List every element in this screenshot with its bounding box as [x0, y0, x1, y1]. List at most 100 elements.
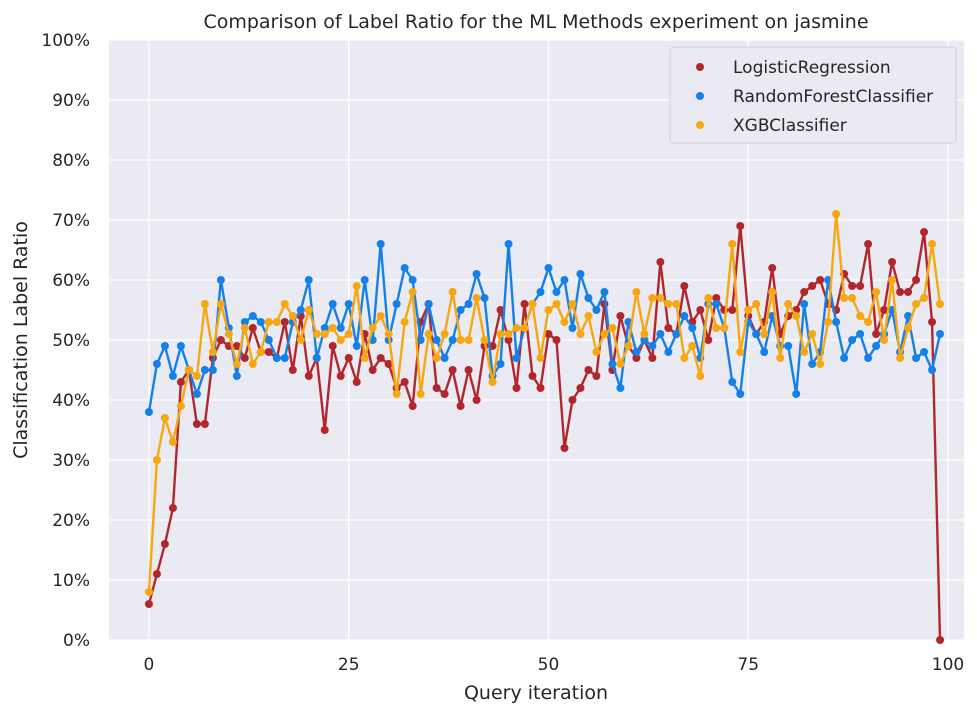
data-point-logisticregression	[304, 372, 313, 380]
data-point-randomforestclassifier	[904, 312, 913, 320]
data-point-xgbclassifier	[864, 318, 873, 326]
y-tick-label: 80%	[52, 151, 90, 171]
series-line-xgbclassifier	[147, 212, 942, 593]
data-point-xgbclassifier	[512, 324, 521, 332]
data-point-randomforestclassifier	[472, 270, 481, 278]
data-point-logisticregression	[552, 336, 561, 344]
data-point-randomforestclassifier	[552, 288, 561, 296]
data-point-randomforestclassifier	[568, 324, 577, 332]
data-point-xgbclassifier	[152, 456, 161, 464]
data-point-xgbclassifier	[768, 288, 777, 296]
data-point-logisticregression	[216, 336, 225, 344]
data-point-xgbclassifier	[200, 300, 209, 308]
data-point-randomforestclassifier	[600, 288, 609, 296]
data-point-xgbclassifier	[728, 240, 737, 248]
data-point-randomforestclassifier	[688, 324, 697, 332]
data-point-xgbclassifier	[536, 354, 545, 362]
data-point-logisticregression	[544, 330, 553, 338]
data-point-logisticregression	[472, 396, 481, 404]
y-tick-label: 60%	[52, 271, 90, 291]
data-point-logisticregression	[808, 282, 817, 290]
data-point-xgbclassifier	[480, 336, 489, 344]
data-point-randomforestclassifier	[448, 336, 457, 344]
data-point-randomforestclassifier	[576, 270, 585, 278]
data-point-xgbclassifier	[384, 330, 393, 338]
data-point-logisticregression	[912, 276, 921, 284]
data-point-logisticregression	[800, 288, 809, 296]
data-point-xgbclassifier	[712, 324, 721, 332]
data-point-randomforestclassifier	[320, 324, 329, 332]
data-point-xgbclassifier	[432, 354, 441, 362]
data-point-randomforestclassifier	[536, 288, 545, 296]
data-point-xgbclassifier	[600, 330, 609, 338]
data-point-xgbclassifier	[400, 318, 409, 326]
data-point-xgbclassifier	[192, 372, 201, 380]
data-point-logisticregression	[712, 294, 721, 302]
data-point-randomforestclassifier	[592, 306, 601, 314]
data-point-xgbclassifier	[936, 300, 945, 308]
data-point-logisticregression	[400, 378, 409, 386]
data-point-xgbclassifier	[920, 294, 929, 302]
data-point-randomforestclassifier	[192, 390, 201, 398]
data-point-logisticregression	[520, 300, 529, 308]
data-point-xgbclassifier	[240, 324, 249, 332]
data-point-xgbclassifier	[584, 312, 593, 320]
data-point-logisticregression	[856, 282, 865, 290]
data-point-randomforestclassifier	[304, 276, 313, 284]
data-point-randomforestclassifier	[160, 342, 169, 350]
data-point-randomforestclassifier	[680, 312, 689, 320]
data-point-xgbclassifier	[304, 306, 313, 314]
data-point-randomforestclassifier	[808, 360, 817, 368]
y-tick-label: 30%	[52, 451, 90, 471]
x-tick-labels: 0 25 50 75 100	[144, 655, 965, 675]
data-point-logisticregression	[528, 372, 537, 380]
series-line-logisticregression	[147, 224, 942, 641]
data-point-randomforestclassifier	[584, 294, 593, 302]
data-point-xgbclassifier	[616, 360, 625, 368]
data-point-logisticregression	[496, 306, 505, 314]
data-point-xgbclassifier	[256, 348, 265, 356]
data-point-xgbclassifier	[848, 294, 857, 302]
data-point-logisticregression	[928, 318, 937, 326]
data-point-xgbclassifier	[520, 324, 529, 332]
data-point-logisticregression	[456, 402, 465, 410]
data-point-xgbclassifier	[664, 300, 673, 308]
data-point-logisticregression	[848, 282, 857, 290]
data-point-randomforestclassifier	[208, 366, 217, 374]
data-point-logisticregression	[904, 288, 913, 296]
data-point-randomforestclassifier	[760, 348, 769, 356]
data-point-xgbclassifier	[216, 300, 225, 308]
data-point-randomforestclassifier	[496, 360, 505, 368]
data-point-randomforestclassifier	[512, 354, 521, 362]
data-point-xgbclassifier	[632, 288, 641, 296]
legend-label-logisticregression: LogisticRegression	[733, 58, 891, 78]
data-point-randomforestclassifier	[432, 336, 441, 344]
data-point-xgbclassifier	[736, 348, 745, 356]
data-point-randomforestclassifier	[800, 300, 809, 308]
data-point-logisticregression	[448, 366, 457, 374]
data-point-xgbclassifier	[296, 336, 305, 344]
data-point-xgbclassifier	[824, 318, 833, 326]
data-point-randomforestclassifier	[632, 348, 641, 356]
data-point-randomforestclassifier	[648, 342, 657, 350]
data-point-xgbclassifier	[888, 276, 897, 284]
data-point-logisticregression	[336, 372, 345, 380]
data-point-logisticregression	[160, 540, 169, 548]
data-point-logisticregression	[144, 600, 153, 608]
data-point-randomforestclassifier	[240, 318, 249, 326]
data-point-randomforestclassifier	[872, 342, 881, 350]
data-point-randomforestclassifier	[712, 300, 721, 308]
data-point-logisticregression	[352, 378, 361, 386]
data-point-logisticregression	[376, 354, 385, 362]
data-point-xgbclassifier	[656, 294, 665, 302]
data-point-logisticregression	[200, 420, 209, 428]
data-point-logisticregression	[664, 324, 673, 332]
data-point-randomforestclassifier	[176, 342, 185, 350]
data-point-logisticregression	[280, 318, 289, 326]
data-point-randomforestclassifier	[640, 336, 649, 344]
data-point-logisticregression	[168, 504, 177, 512]
data-point-xgbclassifier	[800, 348, 809, 356]
data-point-randomforestclassifier	[920, 348, 929, 356]
data-point-logisticregression	[560, 444, 569, 452]
